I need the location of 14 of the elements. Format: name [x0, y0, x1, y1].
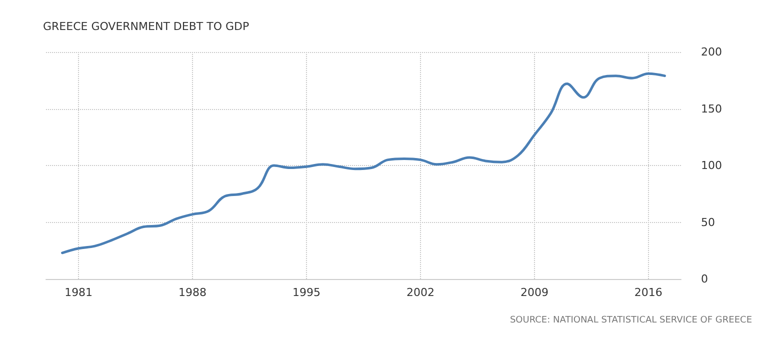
source-note: SOURCE: NATIONAL STATISTICAL SERVICE OF GREECE — [510, 316, 752, 326]
x-tick-label: 1995 — [292, 286, 321, 299]
x-tick-label: 2002 — [406, 286, 434, 299]
x-tick-label: 2016 — [634, 286, 662, 299]
y-tick-label: 0 — [701, 272, 708, 286]
y-tick-label: 150 — [701, 102, 722, 116]
x-tick-label: 1981 — [64, 286, 93, 299]
line-series — [61, 72, 666, 254]
x-tick-label: 1988 — [178, 286, 207, 299]
x-tick-label: 2009 — [520, 286, 548, 299]
y-tick-label: 50 — [701, 216, 715, 229]
y-tick-label: 200 — [701, 46, 722, 58]
y-tick-label: 100 — [701, 159, 722, 172]
chart-title: GREECE GOVERNMENT DEBT TO GDP — [43, 20, 250, 33]
